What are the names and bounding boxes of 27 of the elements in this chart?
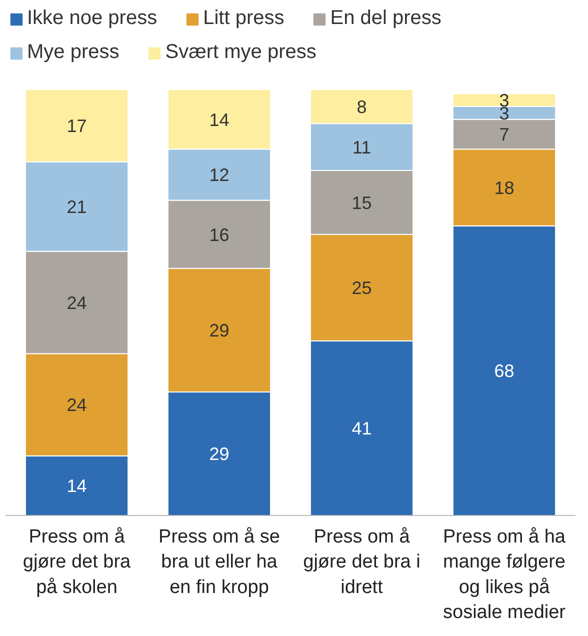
data-label: 16 xyxy=(209,224,230,245)
legend-label: Svært mye press xyxy=(165,41,316,64)
x-tick-label: Press om å se bra ut eller ha en fin kropp xyxy=(158,526,280,598)
x-tick-label: Press om å ha mange følgere og likes på sosiale medier xyxy=(442,526,566,624)
data-label: 11 xyxy=(352,138,372,158)
data-label: 14 xyxy=(66,476,87,496)
data-label: 21 xyxy=(66,197,87,218)
data-label: 29 xyxy=(209,320,230,341)
data-label: 18 xyxy=(494,178,514,198)
legend-label: En del press xyxy=(330,7,442,30)
data-label: 25 xyxy=(352,278,372,298)
data-label: 41 xyxy=(352,418,372,439)
data-label: 15 xyxy=(352,192,372,213)
legend-label: Litt press xyxy=(203,7,284,30)
data-label: 14 xyxy=(209,110,230,130)
legend-label: Mye press xyxy=(27,41,120,64)
x-tick-label: Press om å gjøre det bra i idrett xyxy=(303,526,420,598)
data-label: 29 xyxy=(209,444,230,464)
legend-label: Ikke noe press xyxy=(27,7,158,30)
data-label: 24 xyxy=(66,395,87,416)
data-label: 24 xyxy=(66,293,87,313)
x-tick-label: Press om å gjøre det bra på skolen xyxy=(22,526,132,598)
data-label: 68 xyxy=(494,361,514,382)
data-label: 12 xyxy=(209,165,230,186)
data-label: 7 xyxy=(499,124,510,145)
data-label: 17 xyxy=(66,116,87,136)
data-label: 8 xyxy=(356,97,367,118)
